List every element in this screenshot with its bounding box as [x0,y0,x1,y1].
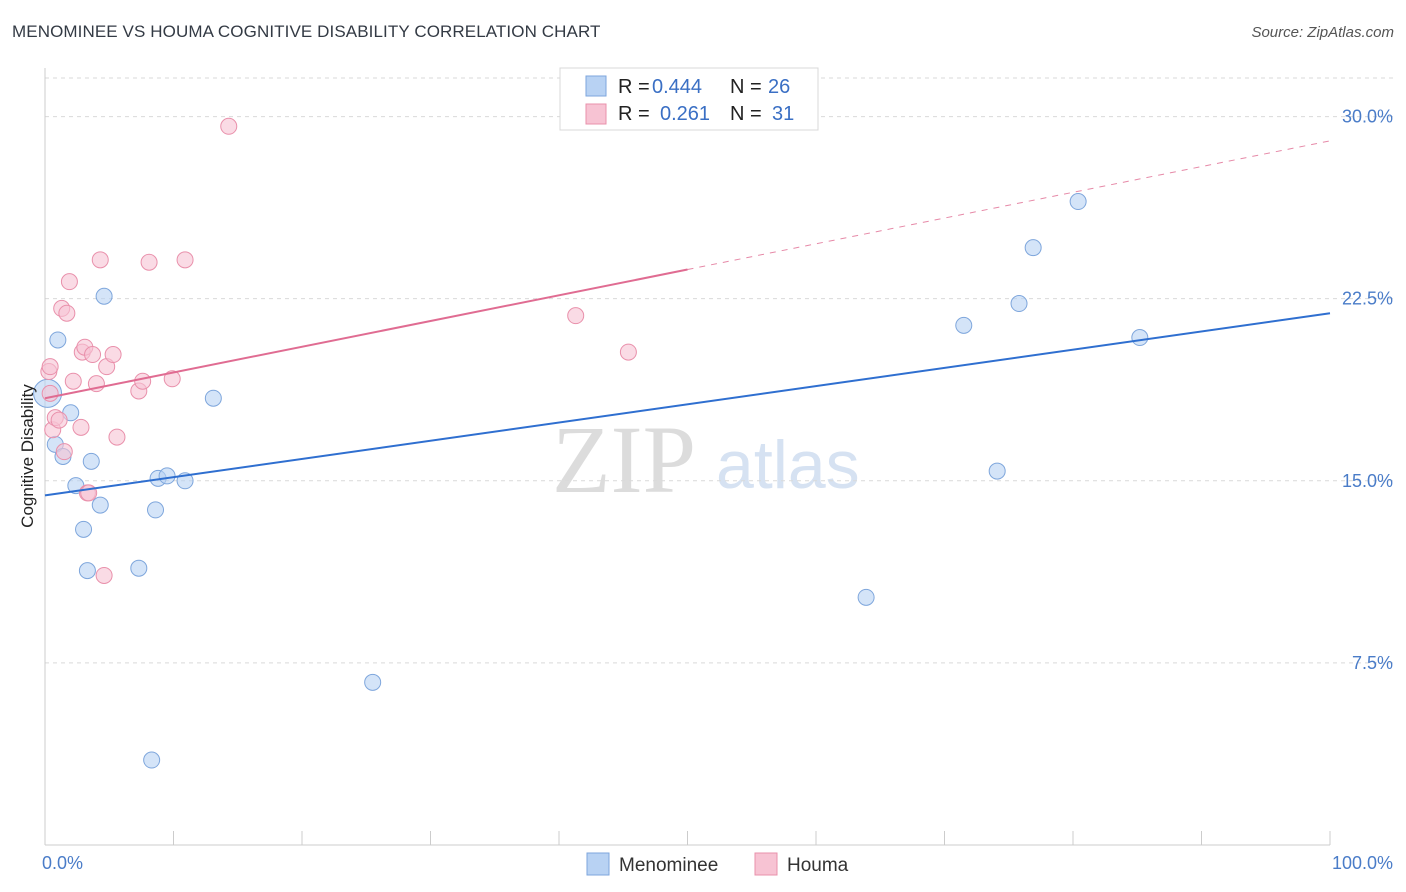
point-menominee [143,751,161,769]
gridlines [45,77,1395,664]
point-menominee [955,316,973,334]
point-houma [104,346,122,364]
point-houma [60,273,78,291]
y-tick-label: 15.0% [1342,471,1393,491]
legend-r-value-houma: 0.261 [660,103,710,125]
watermark-atlas: atlas [716,427,860,503]
axes [44,68,1331,846]
tick-labels: 7.5% 15.0% 22.5% 30.0% 0.0% 100.0% [42,107,1393,873]
y-tick-label: 22.5% [1342,289,1393,309]
point-menominee [988,462,1006,480]
point-houma [163,370,181,388]
point-menominee [91,496,109,514]
point-menominee [1131,329,1149,347]
x-tick-label-start: 0.0% [42,853,83,873]
point-menominee [147,501,165,519]
point-houma [140,253,158,271]
legend: R = 0.444 N = 26 R = 0.261 N = 31 [559,67,819,131]
point-houma [176,251,194,269]
point-menominee [364,673,382,691]
chart-title: MENOMINEE VS HOUMA COGNITIVE DISABILITY … [12,22,601,41]
y-axis-label: Cognitive Disability [18,384,37,528]
bottom-legend: Menominee Houma [586,852,849,876]
point-menominee [1069,193,1087,211]
point-houma [619,343,637,361]
legend-r-label-1: R = [618,76,650,98]
point-houma [567,307,585,325]
point-houma [64,372,82,390]
point-houma [41,358,59,376]
point-houma [84,346,102,364]
point-menominee [857,588,875,606]
y-tick-label: 30.0% [1342,107,1393,127]
legend-n-label-1: N = [730,76,762,98]
point-houma [80,484,98,502]
source-note: Source: ZipAtlas.com [1251,24,1394,41]
point-menominee [95,287,113,305]
point-menominee [1010,295,1028,313]
point-houma [220,117,238,135]
legend-n-value-houma: 31 [772,103,794,125]
point-menominee [1024,239,1042,257]
point-houma [91,251,109,269]
point-houma [108,428,126,446]
point-houma [55,443,73,461]
bottom-legend-swatch-houma [754,852,778,876]
point-menominee [204,389,222,407]
watermark-zip: ZIP [552,406,696,513]
data-points [33,117,1331,769]
point-menominee [75,520,93,538]
legend-swatch-menominee [585,75,607,97]
point-menominee [49,331,67,349]
point-houma [134,372,152,390]
x-tick-label-end: 100.0% [1332,853,1393,873]
point-houma [72,418,90,436]
legend-n-value-menominee: 26 [768,76,790,98]
bottom-legend-swatch-menominee [586,852,610,876]
bottom-legend-label-houma: Houma [787,855,849,876]
bottom-legend-label-menominee: Menominee [619,855,718,876]
trend-line-houma-extension [687,140,1331,271]
point-houma [41,384,59,402]
y-tick-label: 7.5% [1352,653,1393,673]
legend-r-value-menominee: 0.444 [652,76,702,98]
point-houma [95,566,113,584]
point-houma [58,304,76,322]
legend-n-label-2: N = [730,103,762,125]
point-menominee [82,452,100,470]
point-menominee [130,559,148,577]
legend-swatch-houma [585,103,607,125]
trend-line-menominee [44,312,1331,497]
point-houma [50,411,68,429]
trend-line-houma [44,268,688,400]
point-menominee [158,467,176,485]
legend-r-label-2: R = [618,103,650,125]
trend-lines [687,140,1331,271]
point-menominee [78,562,96,580]
